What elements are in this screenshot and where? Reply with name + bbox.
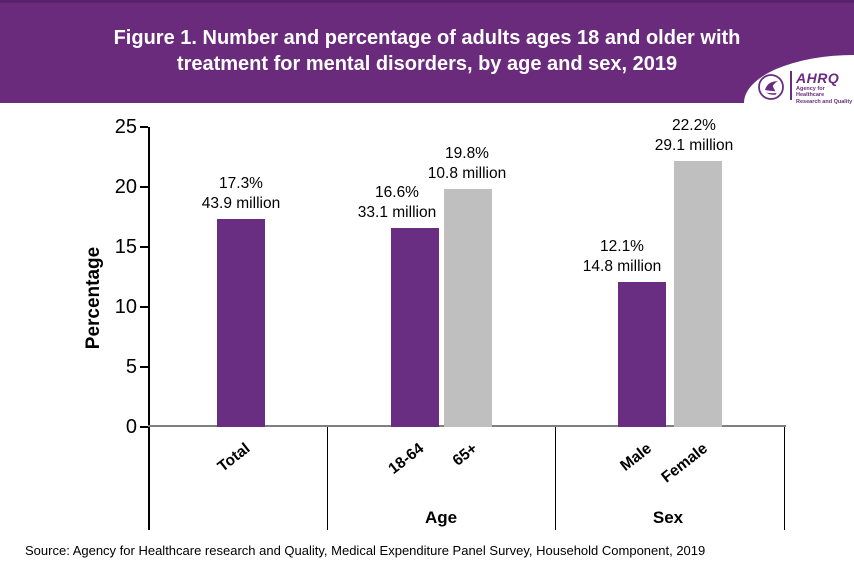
y-tick-label: 25 bbox=[114, 116, 137, 138]
bar-percent-label: 19.8% bbox=[445, 145, 489, 162]
bar-count-label: 10.8 million bbox=[427, 165, 507, 182]
ahrq-logo-text: AHRQ Agency for Healthcare Research and … bbox=[796, 71, 854, 105]
bar-65 bbox=[444, 189, 492, 427]
y-tick-label: 5 bbox=[125, 356, 137, 378]
x-category-label-total: Total bbox=[214, 440, 254, 476]
bar-percent-label: 12.1% bbox=[600, 238, 644, 255]
ahrq-logo-acronym: AHRQ bbox=[796, 70, 840, 86]
category-divider-line bbox=[555, 427, 556, 530]
category-divider-line bbox=[327, 427, 328, 530]
ahrq-logo-org-line1: Agency for Healthcare bbox=[796, 86, 825, 98]
y-tick-label: 20 bbox=[114, 176, 137, 198]
y-tick-mark bbox=[140, 246, 148, 248]
bar-male bbox=[618, 282, 666, 427]
bar-value-label-female: 22.2% 29.1 million bbox=[619, 116, 769, 156]
x-group-label-sex: Sex bbox=[652, 508, 684, 527]
bar-value-label-male: 12.1% 14.8 million bbox=[547, 237, 697, 277]
y-tick-mark bbox=[140, 366, 148, 368]
y-tick-label: 15 bbox=[114, 236, 137, 258]
x-category-label-male: Male bbox=[616, 440, 655, 475]
bar-female bbox=[674, 161, 722, 427]
figure-header: Figure 1. Number and percentage of adult… bbox=[0, 0, 854, 105]
y-tick-mark bbox=[140, 186, 148, 188]
y-axis-line bbox=[148, 127, 150, 530]
x-category-label-65: 65+ bbox=[449, 440, 481, 470]
y-tick-label: 0 bbox=[125, 416, 137, 438]
bar-value-label-18-64: 16.6% 33.1 million bbox=[322, 183, 472, 223]
figure-title: Figure 1. Number and percentage of adult… bbox=[45, 3, 809, 77]
bar-total bbox=[217, 219, 265, 427]
y-tick-mark bbox=[140, 426, 148, 428]
y-tick-mark bbox=[140, 306, 148, 308]
bar-count-label: 29.1 million bbox=[654, 137, 734, 154]
x-category-label-female: Female bbox=[657, 440, 711, 487]
x-category-label-18-64: 18-64 bbox=[385, 440, 428, 478]
x-group-label-age: Age bbox=[424, 508, 458, 527]
bar-count-label: 43.9 million bbox=[201, 195, 281, 212]
bar-percent-label: 17.3% bbox=[219, 175, 263, 192]
bar-count-label: 33.1 million bbox=[357, 204, 437, 221]
y-tick-label: 10 bbox=[114, 296, 137, 318]
source-note: Source: Agency for Healthcare research a… bbox=[25, 543, 706, 558]
bar-18-64 bbox=[391, 228, 439, 427]
hhs-eagle-icon bbox=[758, 74, 784, 100]
bar-count-label: 14.8 million bbox=[582, 258, 662, 275]
category-divider-line bbox=[784, 427, 785, 530]
logo-divider bbox=[790, 71, 792, 100]
ahrq-logo-org-line2: Research and Quality bbox=[796, 99, 853, 105]
bar-percent-label: 22.2% bbox=[672, 117, 716, 134]
figure-title-line1: Figure 1. Number and percentage of adult… bbox=[113, 27, 741, 49]
y-tick-mark bbox=[140, 126, 148, 128]
bar-value-label-65: 19.8% 10.8 million bbox=[392, 144, 542, 184]
bar-value-label-total: 17.3% 43.9 million bbox=[166, 174, 316, 214]
bar-percent-label: 16.6% bbox=[375, 184, 419, 201]
figure-title-line2: treatment for mental disorders, by age a… bbox=[176, 53, 678, 75]
